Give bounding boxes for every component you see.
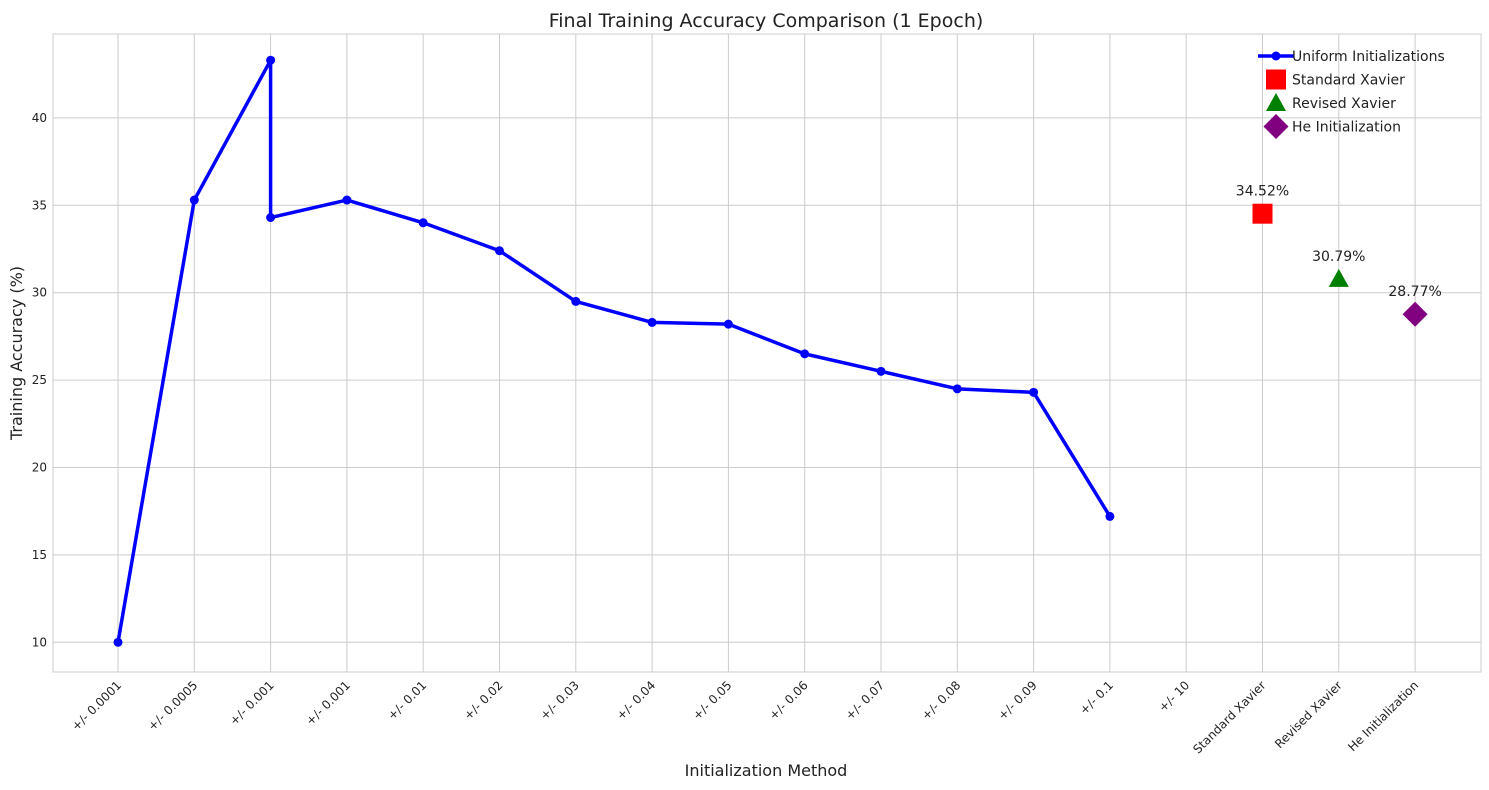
data-label-standard-xavier: 34.52% (1236, 184, 1289, 200)
legend-marker-standard-xavier (1266, 69, 1286, 90)
data-point (189, 195, 199, 205)
grid-lines (53, 34, 1481, 672)
y-axis-ticks: 10 15 20 25 30 35 40 (32, 111, 47, 649)
y-tick-label: 25 (32, 373, 47, 387)
marker-revised-xavier (1328, 268, 1349, 287)
y-tick-label: 15 (32, 548, 47, 562)
y-axis-label: Training Accuracy (%) (7, 266, 26, 441)
y-tick-label: 10 (32, 635, 47, 649)
legend-marker-revised-xavier (1266, 93, 1286, 111)
data-label-revised-xavier: 30.79% (1312, 249, 1365, 265)
marker-standard-xavier (1252, 203, 1273, 224)
plot-frame (52, 33, 1482, 673)
data-point (113, 637, 123, 647)
data-point (952, 384, 962, 394)
y-tick-label: 35 (32, 198, 47, 212)
data-point (342, 195, 352, 205)
legend-label-standard-xavier: Standard Xavier (1292, 73, 1405, 89)
y-tick-label: 30 (32, 286, 47, 300)
legend-marker-uniform-initializations (1271, 51, 1281, 61)
y-tick-label: 40 (32, 111, 47, 125)
data-point (876, 366, 886, 376)
data-point (1029, 387, 1039, 397)
data-point (1105, 511, 1115, 521)
x-axis-label: Initialization Method (685, 761, 848, 780)
y-tick-label: 20 (32, 460, 47, 474)
legend-label-uniform-initializations: Uniform Initializations (1292, 49, 1445, 65)
legend: Uniform Initializations Standard Xavier Re… (1258, 49, 1445, 139)
legend-marker-he-initialization (1263, 114, 1289, 139)
data-label-he-initialization: 28.77% (1388, 284, 1441, 300)
data-point (266, 55, 276, 65)
data-point (800, 349, 810, 359)
marker-he-initialization (1402, 301, 1428, 327)
data-point (266, 213, 276, 223)
legend-label-he-initialization: He Initialization (1292, 120, 1401, 136)
chart-title: Final Training Accuracy Comparison (1 Ep… (549, 10, 984, 32)
data-point (571, 296, 581, 306)
data-point (418, 218, 428, 228)
data-point (647, 317, 657, 327)
annotations: 34.52% 30.79% 28.77% (1236, 184, 1442, 301)
data-point (495, 246, 504, 256)
legend-label-revised-xavier: Revised Xavier (1292, 96, 1396, 112)
data-point (723, 319, 733, 329)
series-layer (113, 55, 1428, 647)
